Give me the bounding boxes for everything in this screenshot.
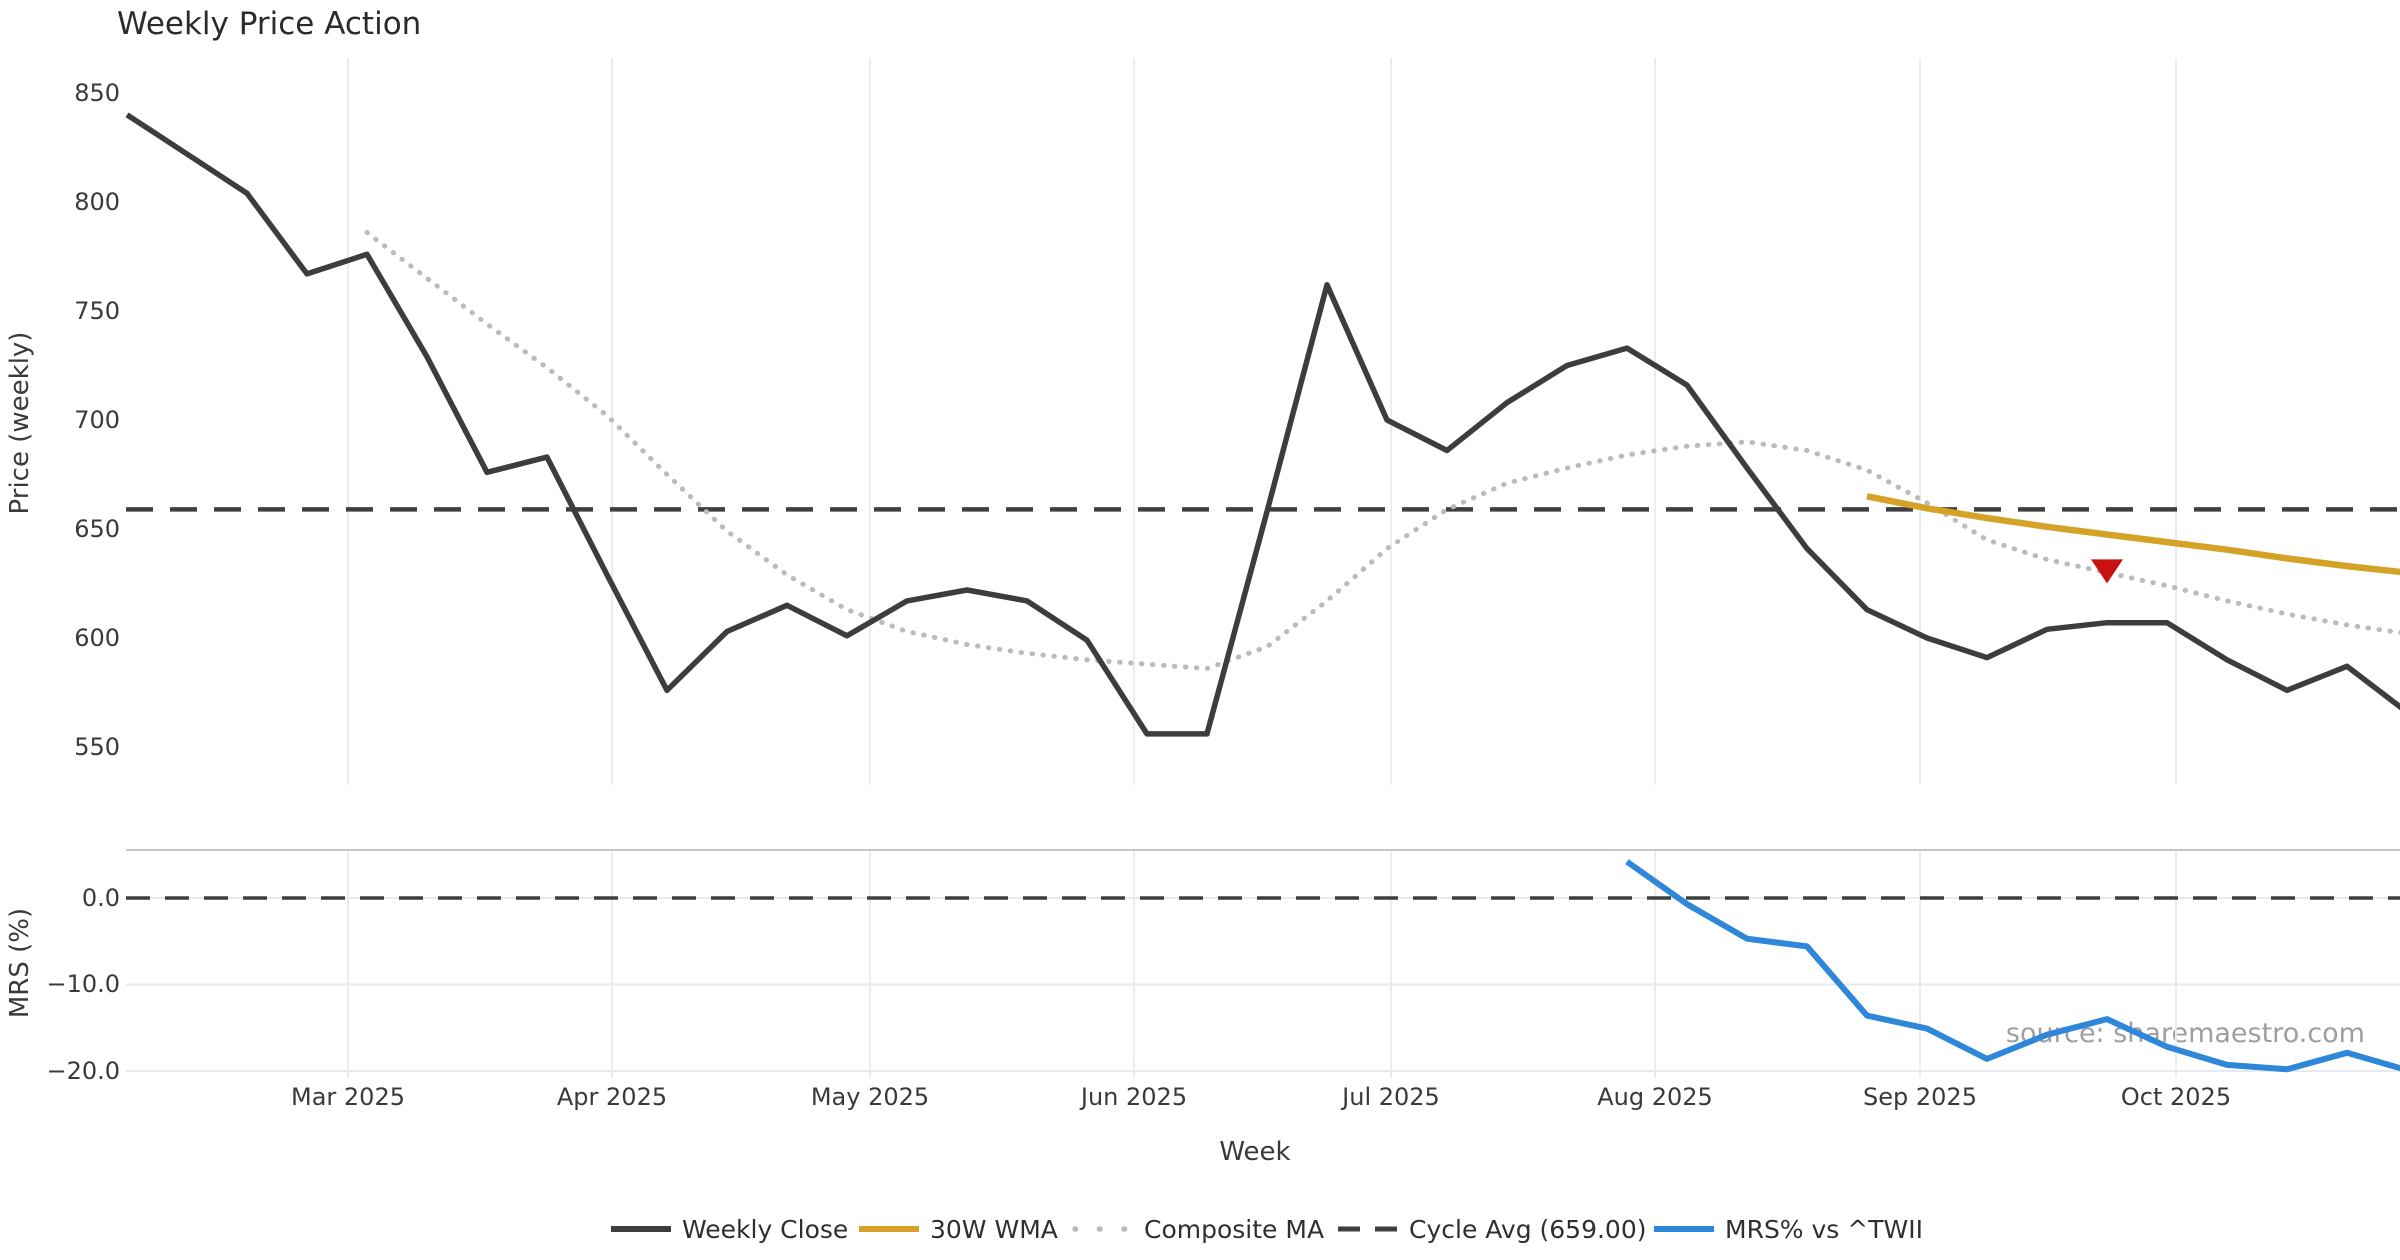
legend-item-cycle-avg: Cycle Avg (659.00) [1337,1211,1647,1247]
week-axis-label: Week [1219,1137,1291,1167]
sell-signal-marker [2091,559,2123,584]
wma-line [1866,493,2400,576]
legend-label: 30W WMA [930,1214,1058,1244]
wma-line-icon [859,1226,919,1232]
xtick-sep-2025: Sep 2025 [1863,1083,1977,1111]
xtick-apr-2025: Apr 2025 [556,1083,668,1111]
price-tick-850: 850 [74,79,120,107]
composite-ma-line-icon [1072,1226,1134,1232]
legend-label: Cycle Avg (659.00) [1409,1214,1647,1244]
legend-item-mrs: MRS% vs ^TWII [1653,1211,1923,1247]
weekly-close-line [125,112,2400,737]
mrs-tick-n10: −10.0 [46,970,120,998]
chart-title: Weekly Price Action [117,6,422,42]
price-tick-600: 600 [74,624,120,652]
watermark: source: sharemaestro.com [2005,1018,2365,1049]
weekly-close-line-icon [611,1226,671,1232]
xtick-jul-2025: Jul 2025 [1342,1083,1440,1111]
legend-label: Composite MA [1144,1214,1325,1244]
price-tick-750: 750 [74,297,120,325]
mrs-axis-label: MRS (%) [5,907,35,1019]
xtick-may-2025: May 2025 [810,1083,930,1111]
xtick-mar-2025: Mar 2025 [291,1083,405,1111]
legend-label: Weekly Close [682,1214,849,1244]
price-axis-label: Price (weekly) [5,331,35,515]
mrs-tick-0: 0.0 [81,884,120,912]
legend-item-composite-ma: Composite MA [1072,1211,1324,1247]
legend-label: MRS% vs ^TWII [1725,1214,1923,1244]
mrs-tick-n20: −20.0 [46,1057,120,1085]
xtick-oct-2025: Oct 2025 [2120,1083,2232,1111]
cycle-avg-line-icon [1338,1226,1398,1232]
xtick-aug-2025: Aug 2025 [1597,1083,1713,1111]
price-tick-700: 700 [74,406,120,434]
price-tick-800: 800 [74,188,120,216]
composite-ma-line [364,230,2400,672]
mrs-line-icon [1654,1226,1714,1232]
legend-item-30w-wma: 30W WMA [858,1211,1058,1247]
xtick-jun-2025: Jun 2025 [1080,1083,1188,1111]
legend-item-weekly-close: Weekly Close [610,1211,848,1247]
price-tick-650: 650 [74,515,120,543]
price-tick-550: 550 [74,733,120,761]
mrs-line [1625,859,2400,1073]
